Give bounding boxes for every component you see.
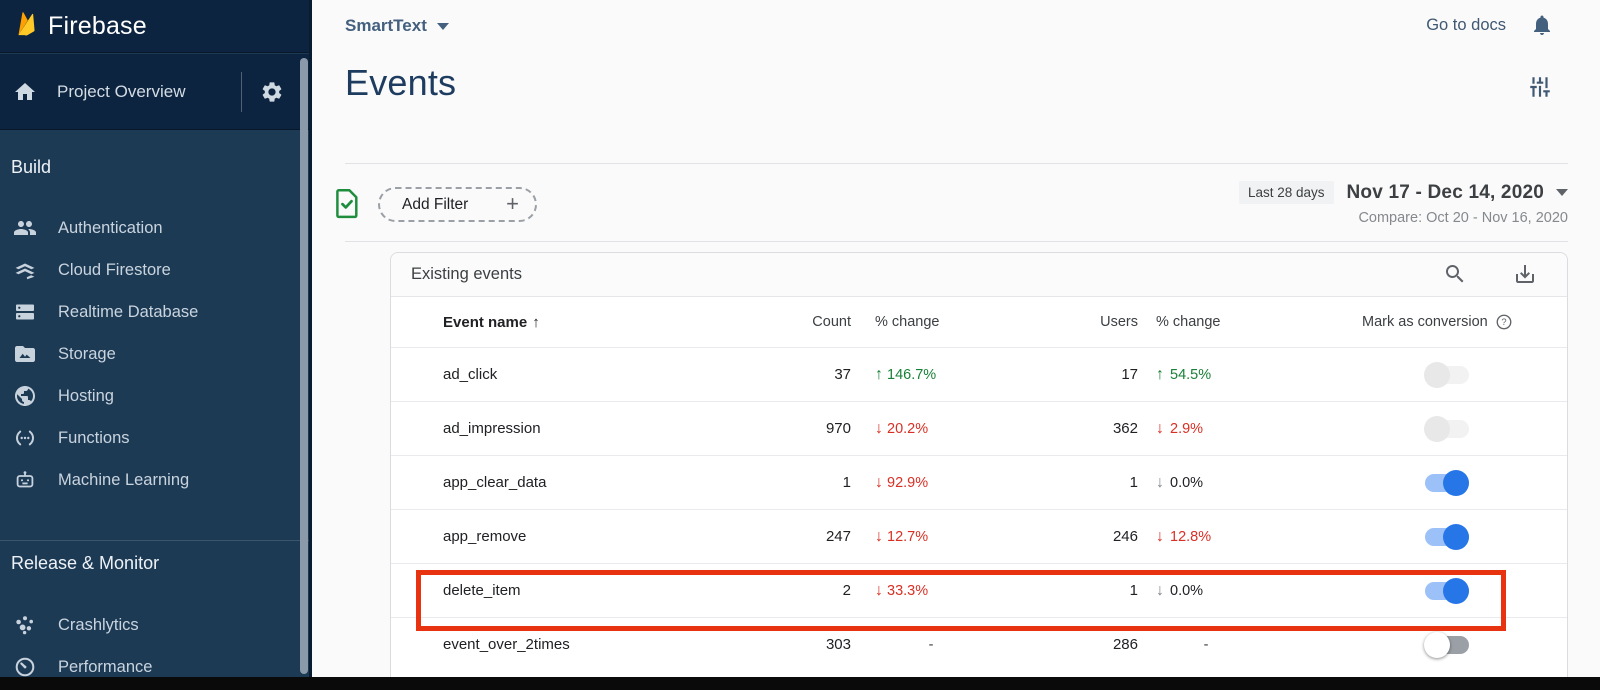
column-event-name[interactable]: Event name ↑ [443,313,540,331]
table-row-highlighted: delete_item 2 33.3% 1 0.0% [391,563,1567,617]
sidebar-item-realtime-database[interactable]: Realtime Database [0,291,300,333]
conversion-toggle[interactable] [1424,361,1469,389]
table-row: ad_click 37 146.7% 17 54.5% [391,347,1567,401]
conversion-toggle[interactable] [1424,415,1469,443]
checked-document-icon [333,188,361,219]
conversion-toggle[interactable] [1425,523,1469,551]
sidebar-scrollbar[interactable] [300,58,308,674]
sidebar-item-performance[interactable]: Performance [0,646,300,688]
arrow-down-icon [875,420,883,438]
sort-ascending-icon: ↑ [532,313,540,331]
conversion-toggle[interactable] [1424,631,1469,659]
conversion-toggle[interactable] [1425,469,1469,497]
arrow-down-icon [1156,582,1164,600]
column-users-change: % change [1156,314,1221,330]
date-range-selector[interactable]: Last 28 days Nov 17 - Dec 14, 2020 [1238,181,1568,204]
chevron-down-icon [436,22,449,30]
table-row: app_clear_data 1 92.9% 1 0.0% [391,455,1567,509]
arrow-down-icon [1156,528,1164,546]
table-row: event_over_2times 303 - 286 - [391,617,1567,671]
table-row: ad_impression 970 20.2% 362 2.9% [391,401,1567,455]
firestore-icon [13,258,37,282]
people-icon [13,216,37,240]
project-overview-label: Project Overview [57,81,186,101]
sidebar-item-cloud-firestore[interactable]: Cloud Firestore [0,249,300,291]
sidebar: Firebase Project Overview Build Authenti… [0,0,312,690]
sidebar-item-authentication[interactable]: Authentication [0,207,300,249]
arrow-down-icon [875,474,883,492]
project-name: SmartText [345,16,427,35]
download-icon[interactable] [1513,262,1537,286]
table-column-headers: Event name ↑ Count % change Users % chan… [391,297,1567,347]
functions-icon [13,426,37,450]
section-label-release-monitor: Release & Monitor [11,553,160,573]
divider [345,241,1568,242]
arrow-down-icon [875,528,883,546]
arrow-down-icon [875,582,883,600]
sidebar-item-storage[interactable]: Storage [0,333,300,375]
svg-text:?: ? [1501,317,1506,327]
sidebar-item-functions[interactable]: Functions [0,417,300,459]
sidebar-item-hosting[interactable]: Hosting [0,375,300,417]
table-row: app_remove 247 12.7% 246 12.8% [391,509,1567,563]
help-icon[interactable]: ? [1495,313,1513,331]
add-filter-button[interactable]: Add Filter + [378,187,537,222]
date-range-block: Last 28 days Nov 17 - Dec 14, 2020 Compa… [1238,181,1568,226]
column-count: Count [812,314,851,330]
bell-icon[interactable] [1530,13,1554,37]
date-range-value: Nov 17 - Dec 14, 2020 [1346,181,1544,203]
database-icon [13,300,37,324]
brand-name: Firebase [48,11,147,40]
gear-icon[interactable] [260,80,284,104]
sidebar-edge [309,0,312,690]
storage-icon [13,342,37,366]
crashlytics-icon [13,613,37,637]
gauge-icon [13,655,37,679]
column-users: Users [1100,314,1138,330]
firebase-flame-icon [14,10,38,42]
globe-icon [13,384,37,408]
conversion-toggle[interactable] [1425,577,1469,605]
arrow-down-icon [1156,474,1164,492]
date-range-badge: Last 28 days [1238,181,1334,204]
chevron-down-icon [1556,189,1568,196]
arrow-down-icon [1156,420,1164,438]
arrow-up-icon [875,366,883,384]
card-title: Existing events [411,265,522,283]
robot-icon [13,468,37,492]
sidebar-item-crashlytics[interactable]: Crashlytics [0,604,300,646]
column-count-change: % change [875,314,940,330]
column-mark-as-conversion: Mark as conversion ? [1362,297,1513,347]
window-edge-bar [0,677,1600,690]
existing-events-card: Existing events Event name ↑ Count % cha… [390,252,1568,690]
go-to-docs-link[interactable]: Go to docs [1426,16,1506,34]
divider [241,71,242,112]
search-icon[interactable] [1443,262,1467,286]
arrow-up-icon [1156,366,1164,384]
divider [345,163,1568,164]
firebase-logo[interactable]: Firebase [0,0,312,53]
project-switcher[interactable]: SmartText [345,16,449,36]
page-title: Events [345,62,457,103]
compare-range: Compare: Oct 20 - Nov 16, 2020 [1358,210,1568,226]
sidebar-item-project-overview[interactable]: Project Overview [0,54,312,130]
home-icon [13,80,37,104]
section-label-build: Build [11,157,52,177]
card-header: Existing events [391,253,1567,297]
sliders-icon[interactable] [1527,74,1553,100]
topbar: SmartText Go to docs [312,0,1600,56]
divider [0,540,312,541]
sidebar-item-machine-learning[interactable]: Machine Learning [0,459,300,501]
plus-icon: + [506,190,519,216]
